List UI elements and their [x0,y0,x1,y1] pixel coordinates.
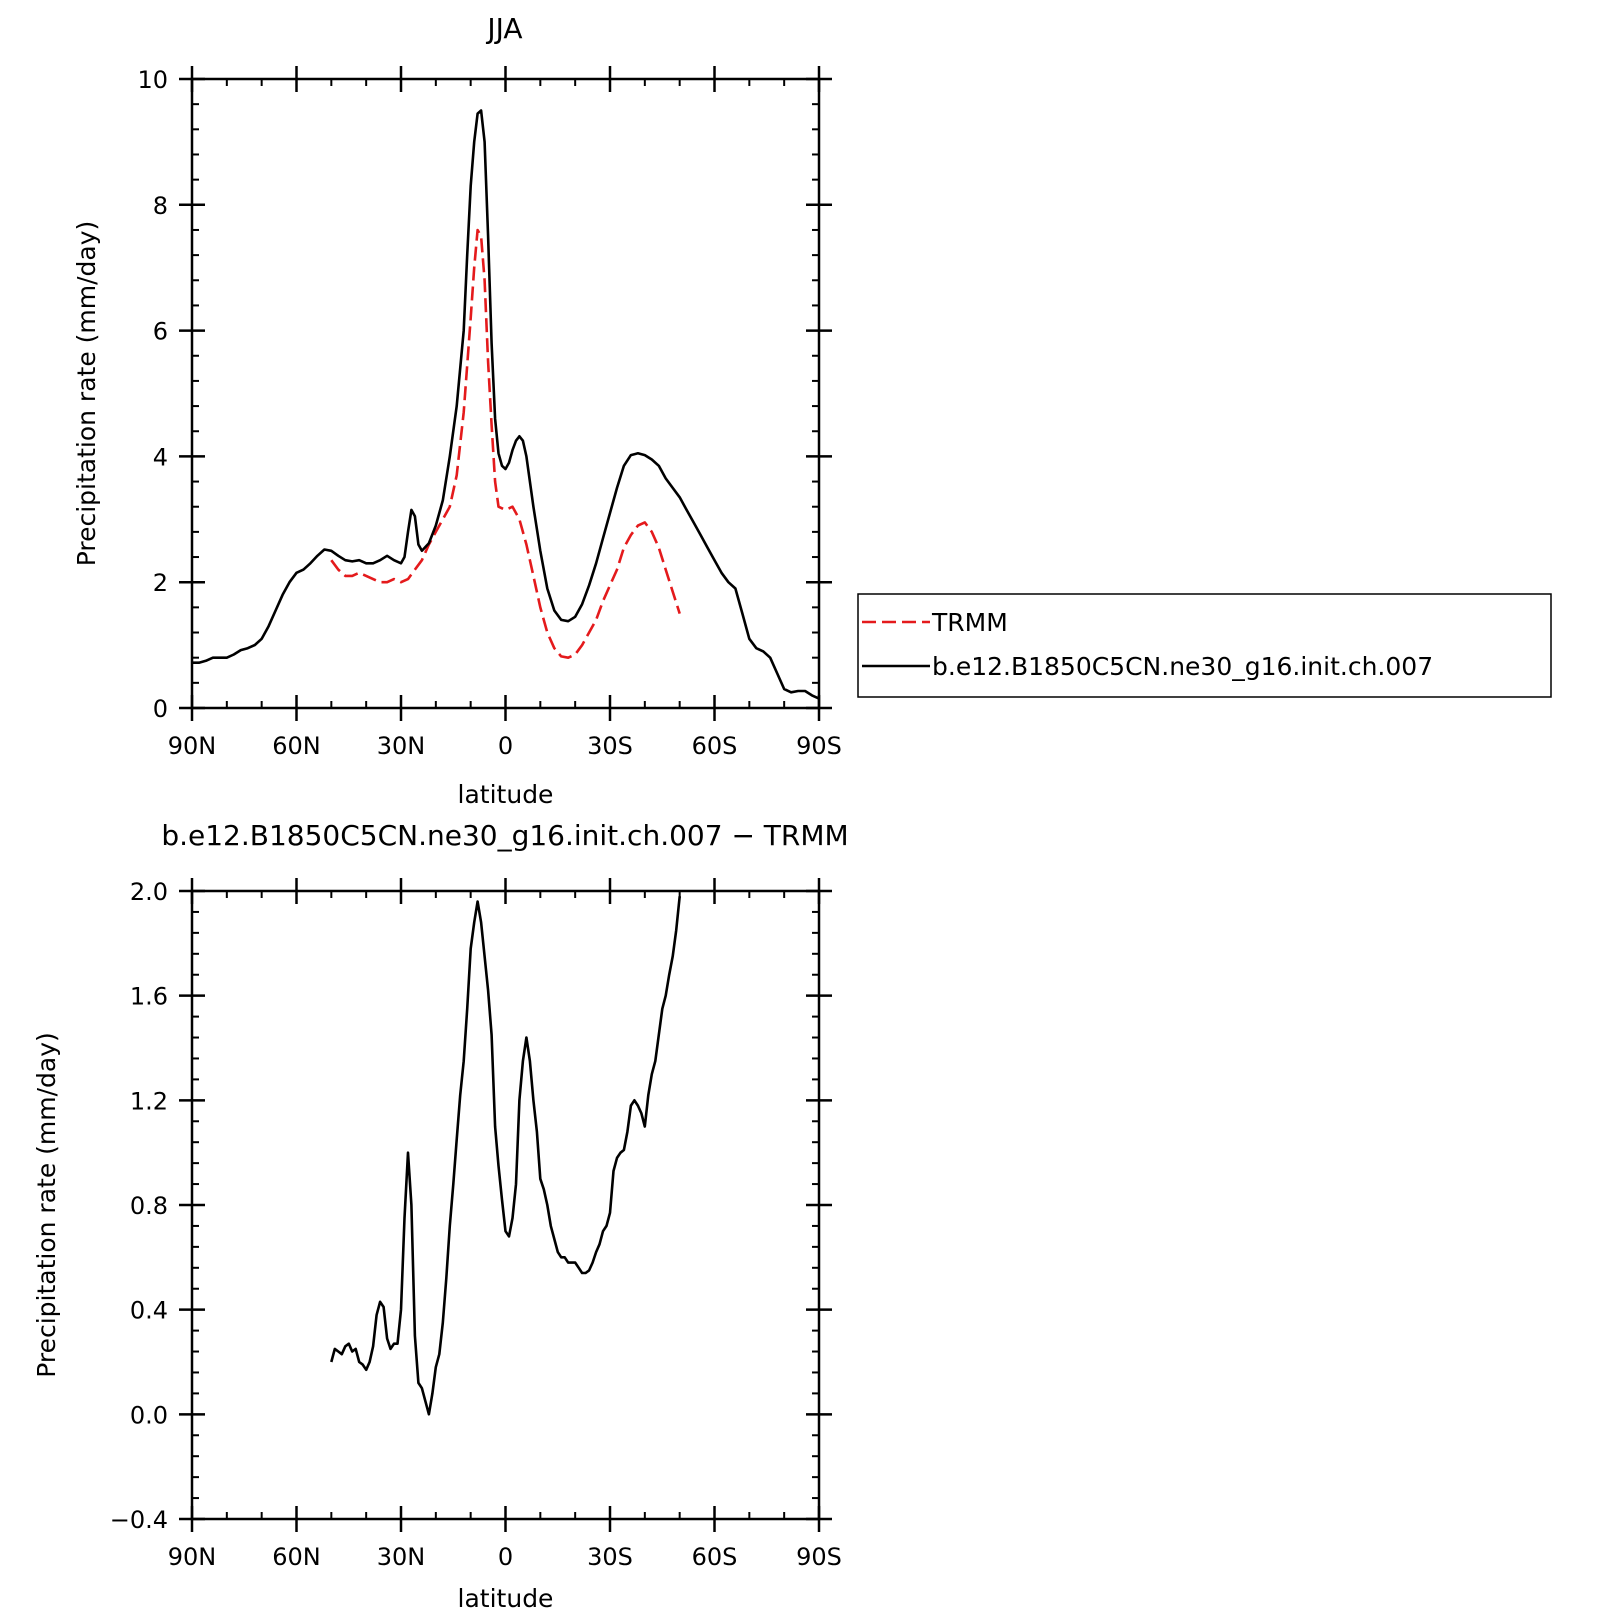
y-axis-label: Precipitation rate (mm/day) [72,221,101,567]
y-tick-label: 0.8 [130,1192,168,1220]
x-tick-label: 60N [272,1543,321,1571]
y-tick-label: 8 [153,192,168,220]
x-tick-label: 30S [587,1543,633,1571]
legend-label: TRMM [931,608,1008,637]
legend-label: b.e12.B1850C5CN.ne30_g16.init.ch.007 [932,652,1433,681]
x-tick-label: 90S [796,1543,842,1571]
plot-1: JJA 90N 60N 30N 0 30S 60S 90S 0 2 4 6 8 10 latitude Pre… [72,12,1552,809]
x-tick-label: 60S [692,1543,738,1571]
y-axis-label: Precipitation rate (mm/day) [32,1032,61,1378]
x-tick-label: 60S [692,732,738,760]
series-line-difference [330,896,681,1416]
x-tick-label: 90N [168,732,217,760]
x-tick-label: 0 [498,732,513,760]
y-tick-label: 1.6 [130,983,168,1011]
legend: TRMM b.e12.B1850C5CN.ne30_g16.init.ch.007 [857,593,1552,698]
chart-title: JJA [485,12,522,45]
plot-2: b.e12.B1850C5CN.ne30_g16.init.ch.007 − T… [32,819,849,1613]
series-line-trmm [330,228,681,660]
plot-frame [190,889,821,1521]
x-tick-label: 60N [272,732,321,760]
x-tick-label: 90N [168,1543,217,1571]
y-tick-label: 0.0 [130,1401,168,1429]
x-axis-label: latitude [458,1584,554,1613]
y-tick-label: 0.4 [130,1297,168,1325]
x-tick-label: 90S [796,732,842,760]
x-axis-label: latitude [458,780,554,809]
y-tick-label: 0 [153,695,168,723]
series-line-b-e12-b1850c5cn-ne30-g16-init-ch-007 [192,109,820,700]
y-tick-label: 4 [153,443,168,471]
x-tick-label: 30N [377,1543,426,1571]
y-tick-label: 6 [153,318,168,346]
y-tick-label: −0.4 [110,1506,168,1534]
x-tick-label: 30S [587,732,633,760]
x-tick-label: 30N [377,732,426,760]
y-tick-label: 2 [153,569,168,597]
y-tick-label: 1.2 [130,1087,168,1115]
legend-box [857,593,1552,698]
y-tick-label: 10 [137,66,168,94]
y-tick-label: 2.0 [130,878,168,906]
x-tick-label: 0 [498,1543,513,1571]
chart-title: b.e12.B1850C5CN.ne30_g16.init.ch.007 − T… [161,819,848,852]
plot-frame [190,77,821,710]
